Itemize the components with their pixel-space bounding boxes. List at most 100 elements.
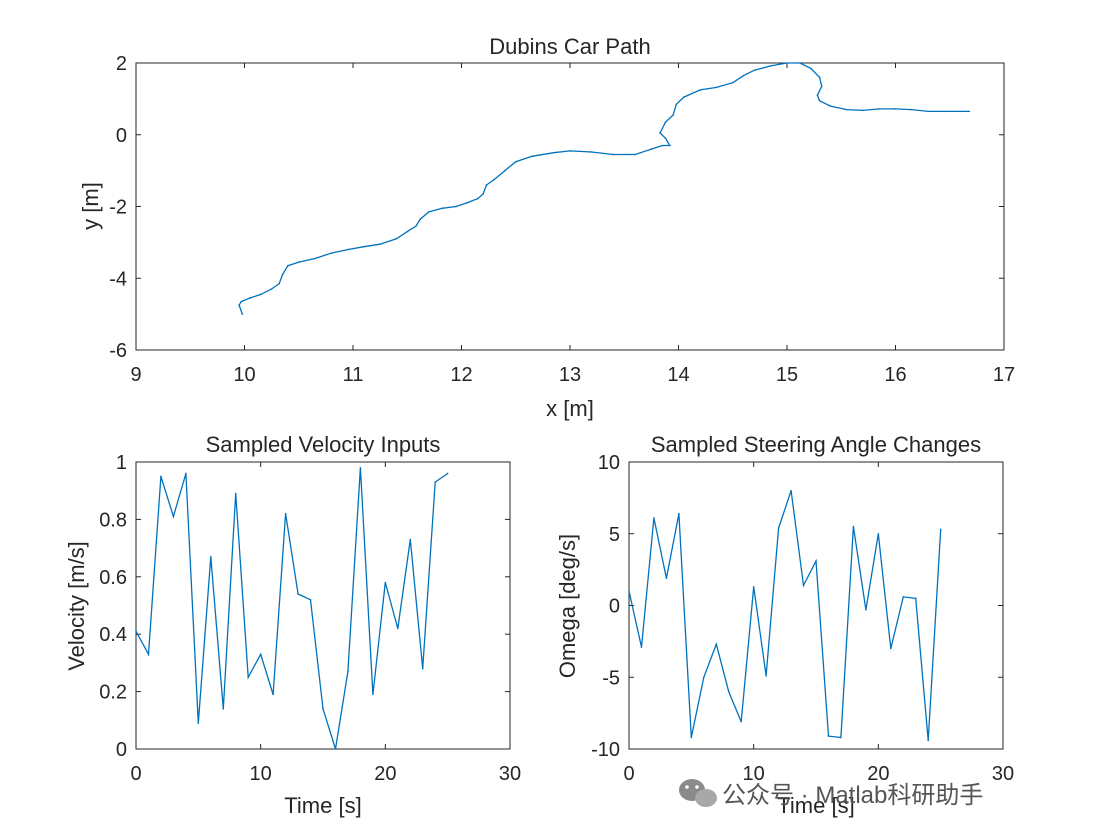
velocity-xtick-label: 10: [250, 763, 272, 785]
omega-data-point: [902, 596, 905, 598]
omega-xtick-label: 20: [867, 763, 889, 785]
omega-data-point: [790, 489, 792, 492]
dubins-data-point: [612, 153, 615, 156]
dubins-data-point: [278, 282, 281, 285]
omega-data-point: [690, 736, 693, 739]
velocity-ytick-label: 0.8: [99, 509, 127, 531]
dubins-data-point: [664, 121, 667, 123]
dubins-ytick-label: 0: [116, 125, 127, 147]
dubins-data-point: [259, 293, 262, 296]
omega-data-point: [703, 676, 705, 679]
velocity-ytick-label: 1: [116, 452, 127, 474]
velocity-ytick-label: 0.2: [99, 682, 127, 704]
dubins-data-point: [829, 105, 832, 107]
velocity-data-point: [347, 670, 349, 673]
omega-data-point: [877, 532, 880, 535]
dubins-data-point: [287, 264, 289, 267]
dubins-data-point: [531, 155, 533, 158]
dubins-data-point: [455, 205, 457, 208]
dubins-data-point: [482, 193, 485, 195]
wechat-icon: [679, 779, 717, 807]
dubins-data-point: [346, 248, 349, 251]
dubins-path-plot: Dubins Car Path x [m] y [m] 9 10 11 12 13 14 1…: [78, 34, 1015, 421]
dubins-data-point: [731, 81, 734, 84]
velocity-data-point: [147, 653, 150, 656]
dubins-data-point: [314, 257, 316, 260]
velocity-data-point: [359, 466, 362, 469]
dubins-data-point: [661, 144, 664, 147]
dubins-data-point: [810, 67, 812, 70]
velocity-data-point: [172, 515, 175, 518]
dubins-ytick-label: -6: [109, 340, 127, 362]
velocity-data-point: [135, 630, 137, 633]
velocity-data-point: [434, 481, 437, 483]
dubins-data-point: [943, 110, 946, 113]
dubins-data-point: [968, 110, 971, 113]
dubins-data-point: [297, 261, 300, 263]
omega-ytick-label: 10: [598, 452, 620, 474]
dubins-data-point: [650, 148, 653, 150]
omega-data-point: [927, 739, 929, 742]
velocity-data-point: [247, 676, 249, 679]
dubins-ticks: 9 10 11 12 13 14 15 16 17 -6 -4 -2 0 2: [109, 53, 1015, 386]
omega-data-point: [802, 584, 805, 587]
dubins-ytick-label: 2: [116, 53, 127, 75]
dubins-data-point: [441, 207, 443, 210]
dubins-data-point: [845, 108, 848, 111]
omega-xlabel: Time [s]: [777, 793, 854, 818]
omega-data-point: [914, 597, 917, 600]
dubins-data-point: [330, 252, 333, 254]
velocity-data-point: [309, 598, 312, 601]
omega-line: [628, 490, 942, 741]
dubins-data-point: [816, 94, 819, 97]
omega-data-point: [827, 735, 830, 737]
velocity-xtick-label: 20: [374, 763, 396, 785]
dubins-data-point: [910, 108, 913, 111]
watermark-text: 公众号 · Matlab科研助手: [722, 782, 983, 809]
dubins-data-point: [753, 69, 756, 71]
dubins-data-point: [406, 230, 409, 233]
dubins-data-point: [769, 65, 772, 67]
dubins-data-point: [878, 108, 881, 110]
dubins-data-point: [683, 96, 685, 98]
omega-data-point: [653, 517, 655, 519]
velocity-ytick-label: 0.4: [99, 624, 127, 646]
velocity-data-point: [446, 472, 449, 475]
dubins-xlabel: x [m]: [546, 396, 594, 421]
dubins-ytick-label: -4: [109, 268, 127, 290]
dubins-ytick-label: -2: [109, 197, 127, 219]
omega-data-point: [715, 643, 718, 646]
dubins-data-point: [241, 313, 244, 315]
dubins-data-point: [238, 304, 240, 306]
dubins-data-point: [395, 237, 398, 240]
dubins-data-point: [672, 114, 674, 116]
dubins-xtick-label: 16: [884, 364, 906, 386]
dubins-data-point: [862, 109, 864, 112]
omega-data-point: [890, 647, 892, 650]
velocity-data-point: [297, 593, 299, 595]
dubins-data-point: [894, 108, 897, 110]
dubins-data-point: [742, 74, 745, 77]
omega-xtick-label: 0: [623, 763, 634, 785]
dubins-data-point: [240, 300, 243, 303]
dubins-data-point: [270, 288, 273, 290]
velocity-ytick-label: 0.6: [99, 567, 127, 589]
dubins-ylabel: y [m]: [78, 182, 103, 230]
omega-ytick-label: 0: [609, 596, 620, 618]
dubins-axes-box: [135, 62, 1005, 351]
dubins-data-point: [818, 99, 821, 102]
velocity-data-point: [234, 492, 237, 495]
dubins-data-point: [281, 273, 284, 276]
velocity-data-point: [372, 693, 374, 696]
omega-data-point: [640, 646, 643, 648]
dubins-title: Dubins Car Path: [489, 34, 650, 59]
velocity-data-point: [284, 512, 287, 515]
velocity-data-point: [409, 538, 412, 541]
velocity-xtick-label: 30: [499, 763, 521, 785]
dubins-data-point: [493, 178, 495, 181]
omega-xtick-label: 10: [743, 763, 765, 785]
dubins-data-point: [249, 297, 251, 299]
velocity-data-point: [384, 581, 387, 584]
velocity-ytick-label: 0: [116, 739, 127, 761]
dubins-data-point: [590, 151, 593, 153]
